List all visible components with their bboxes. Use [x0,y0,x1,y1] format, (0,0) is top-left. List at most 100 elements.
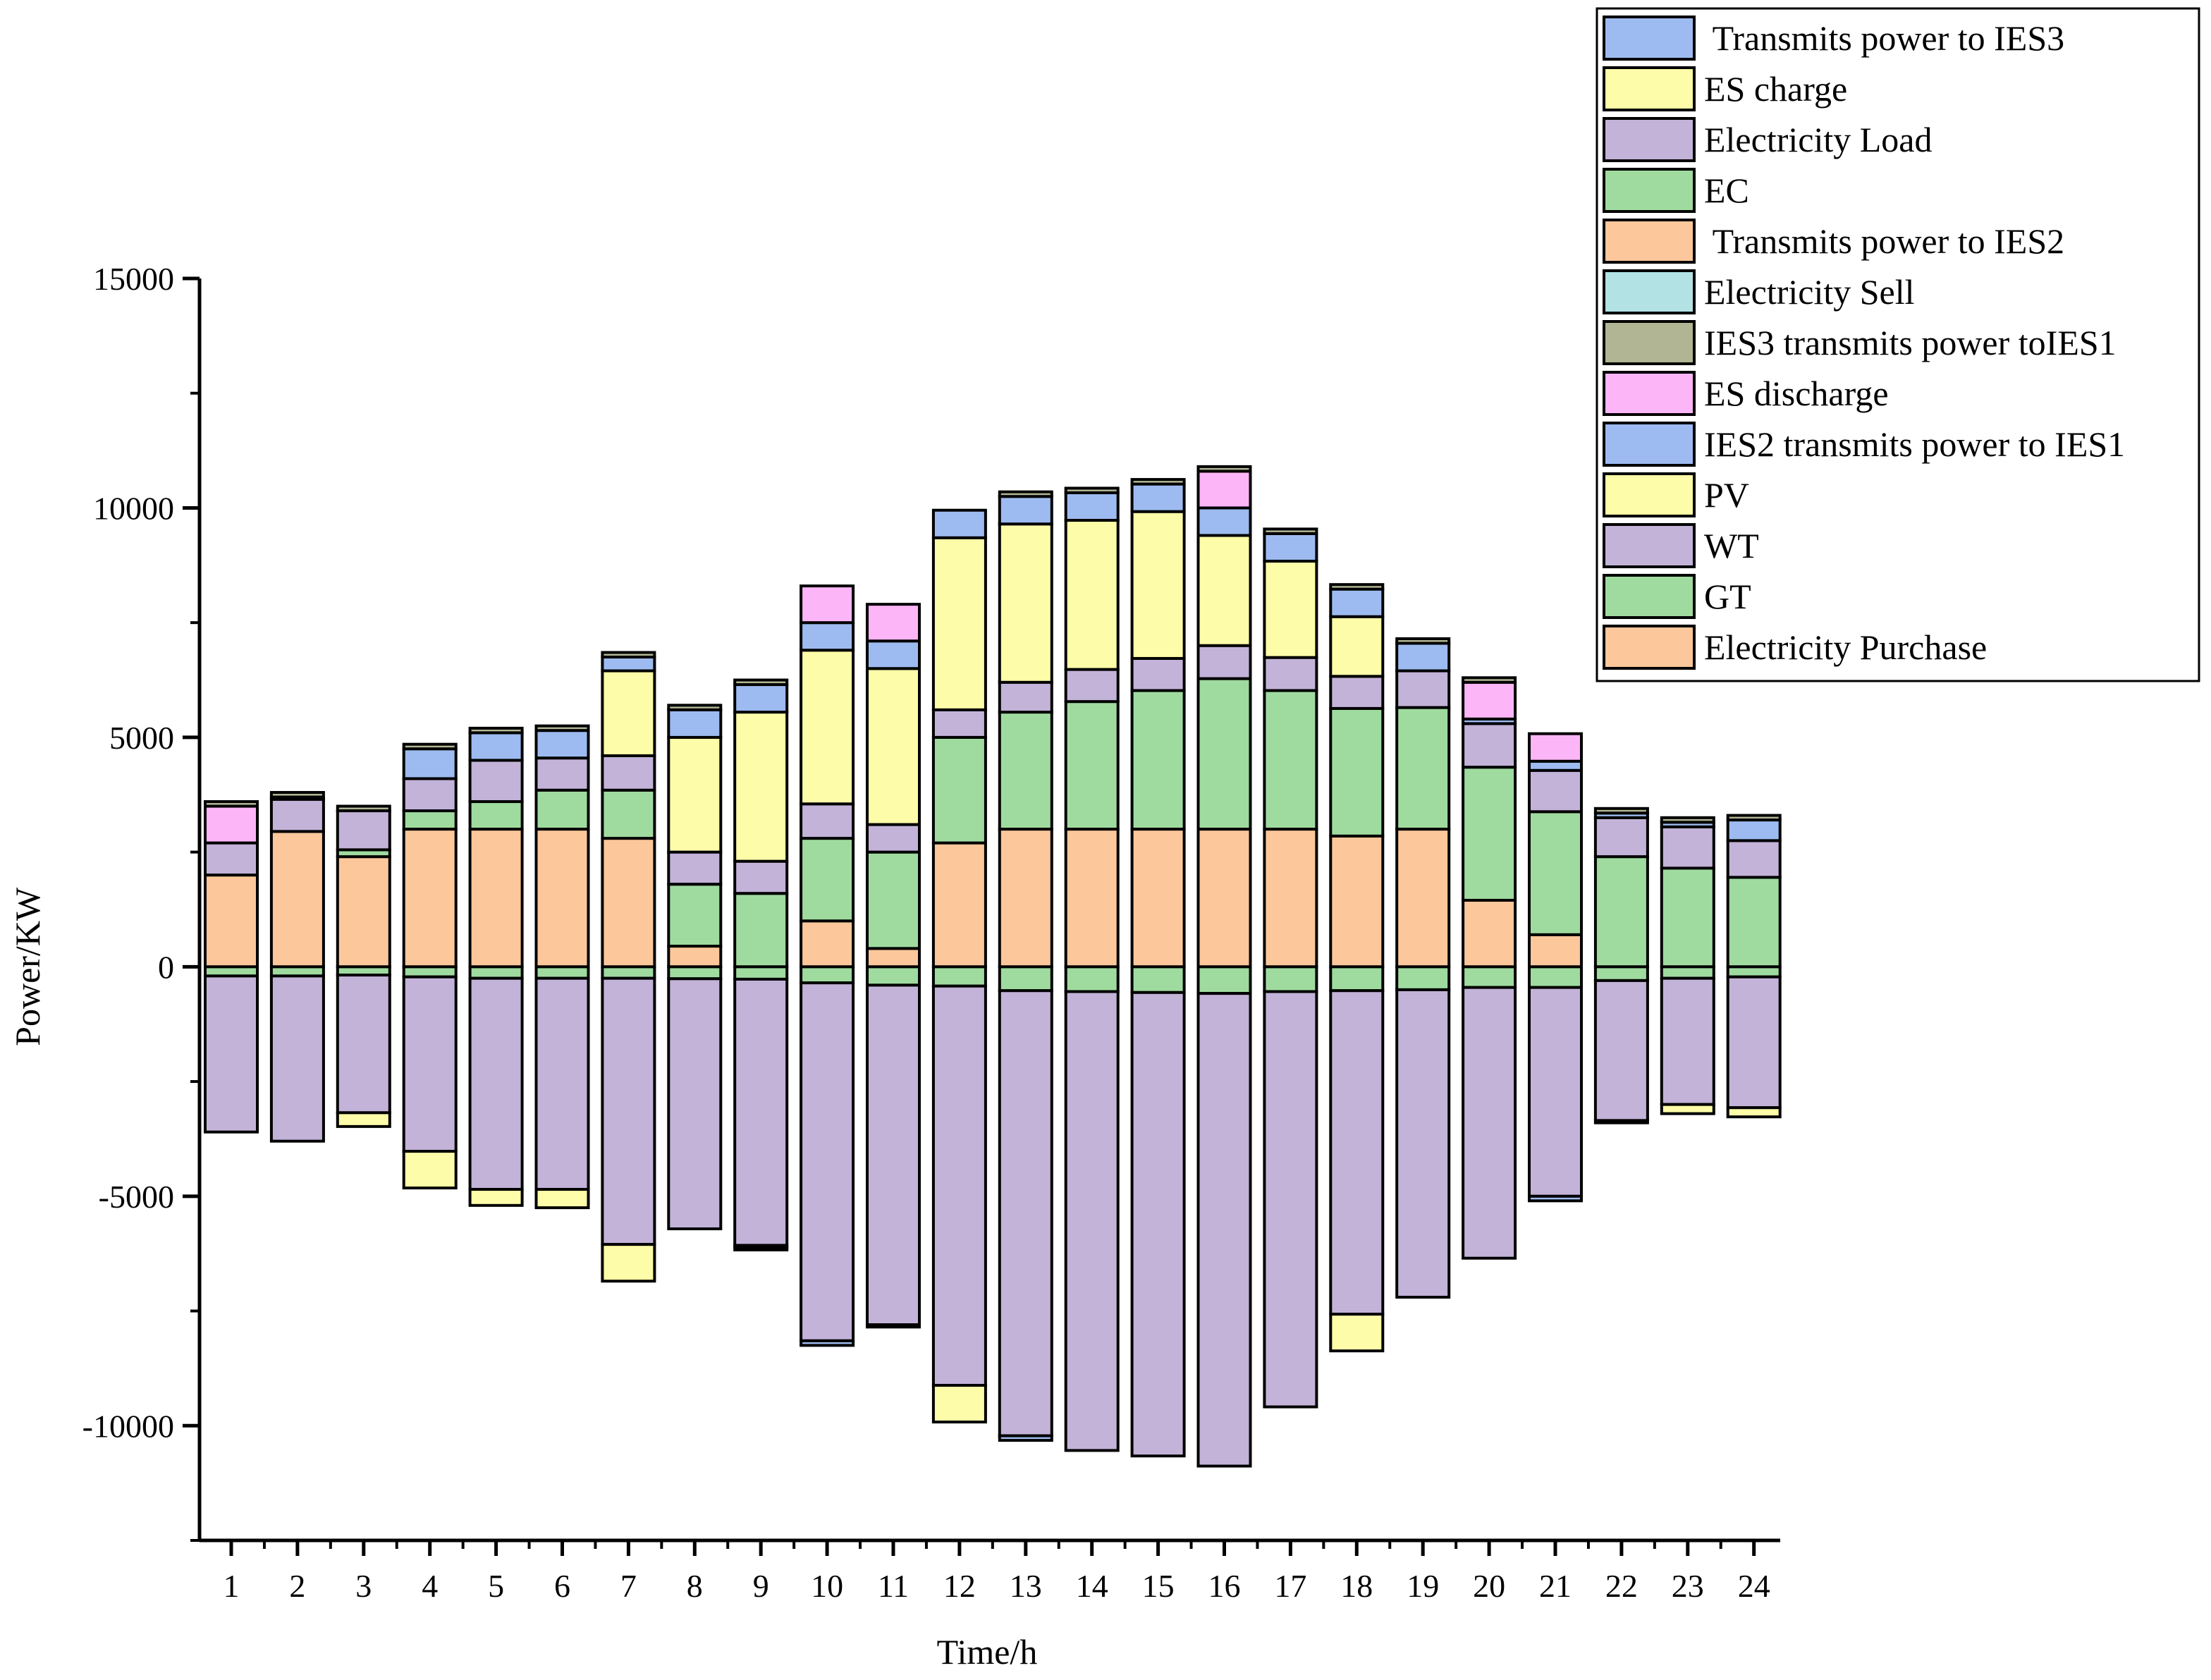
bar-segment [1528,933,1583,969]
bar-segment [1329,587,1385,618]
y-tick-label: -5000 [99,1179,174,1215]
bar-segment [601,669,656,757]
legend-swatch [1603,320,1696,365]
bar-stack-22 [1593,807,1649,1124]
bar-segment [204,974,259,1134]
bar-segment [1329,834,1385,969]
bar-segment [1196,992,1252,1468]
bar-segment [1462,898,1517,969]
bar-stack-1 [204,800,259,1134]
legend-swatch [1603,422,1696,467]
bar-segment [402,828,458,969]
bar-segment [402,747,458,780]
bar-segment [1395,637,1451,645]
bar-segment [998,680,1053,714]
legend-swatch [1603,625,1696,670]
legend-label: ES discharge [1704,374,1889,413]
bar-segment [1528,965,1583,989]
bar-segment [1064,990,1120,1452]
bar-segment [998,711,1053,831]
bar-segment [1528,986,1583,1198]
bar-segment [1263,532,1318,563]
bar-segment [402,809,458,831]
bar-segment [1263,559,1318,659]
bar-segment [1196,506,1252,537]
y-tick-label: 10000 [93,490,174,526]
x-tick-label: 7 [620,1568,637,1604]
legend-swatch [1603,574,1696,619]
bar-segment [1660,825,1715,870]
legend-swatch [1603,371,1696,416]
legend-item: IES2 transmits power to IES1 [1603,422,2125,467]
legend-swatch [1603,472,1696,517]
bar-segment [667,735,723,854]
bar-segment [601,976,656,1246]
bar-segment [1196,534,1252,647]
bar-segment [800,837,855,923]
bar-segment [931,1383,987,1424]
bar-segment [1726,814,1782,822]
bar-stack-12 [931,508,987,1424]
bar-segment [601,651,656,658]
bar-segment [1196,828,1252,969]
bar-segment [1329,706,1385,838]
bar-segment [931,735,987,845]
bar-segment [534,976,590,1191]
bar-segment [733,892,789,969]
bar-segment [800,965,855,985]
bar-segment [1528,768,1583,814]
x-tick-label: 19 [1407,1568,1439,1604]
legend-item: PV [1603,472,1749,517]
bar-segment [1395,669,1451,709]
x-tick-label: 18 [1340,1568,1373,1604]
bar-segment [733,711,789,863]
legend-label: GT [1704,577,1751,616]
legend-item: ES charge [1603,66,1847,111]
bar-segment [1064,668,1120,704]
legend-item: IES3 transmits power toIES1 [1603,320,2117,365]
bar-stack-13 [998,490,1053,1442]
bar-segment [800,919,855,969]
bar-segment [1064,519,1120,671]
y-tick-label: 0 [158,949,174,985]
y-tick-label: 5000 [109,720,174,756]
bar-segment [1329,583,1385,591]
x-tick-label: 1 [223,1568,240,1604]
bar-segment [1064,486,1120,494]
bar-segment [468,731,524,762]
bar-segment [336,809,391,852]
bar-segment [931,965,987,988]
legend-label: Transmits power to IES2 [1704,221,2064,261]
bar-segment [1726,965,1782,979]
legend-label: Electricity Sell [1704,272,1915,312]
bar-segment [1130,482,1186,513]
bar-segment [1263,990,1318,1409]
bar-segment [667,708,723,739]
legend-item: WT [1603,523,1759,568]
legend-label: Electricity Load [1704,120,1932,159]
bar-segment [931,708,987,739]
bar-stack-3 [336,804,391,1128]
bar-segment [1462,766,1517,902]
bar-segment [866,983,921,1327]
bar-segment [1130,828,1186,969]
bar-segment [998,490,1053,498]
bar-segment [336,804,391,813]
bar-segment [1660,965,1715,980]
bar-segment [1528,1194,1583,1203]
legend-swatch [1603,168,1696,213]
x-tick-label: 3 [355,1568,372,1604]
bar-segment [1660,866,1715,969]
bar-segment [667,883,723,948]
bar-segment [1726,818,1782,842]
bar-segment [1462,965,1517,989]
bar-segment [402,975,458,1153]
x-tick-label: 8 [687,1568,703,1604]
bar-segment [468,726,524,735]
bar-segment [1593,807,1649,815]
bar-segment [1329,615,1385,678]
legend-label: Electricity Purchase [1704,627,1987,667]
bar-segment [336,974,391,1115]
